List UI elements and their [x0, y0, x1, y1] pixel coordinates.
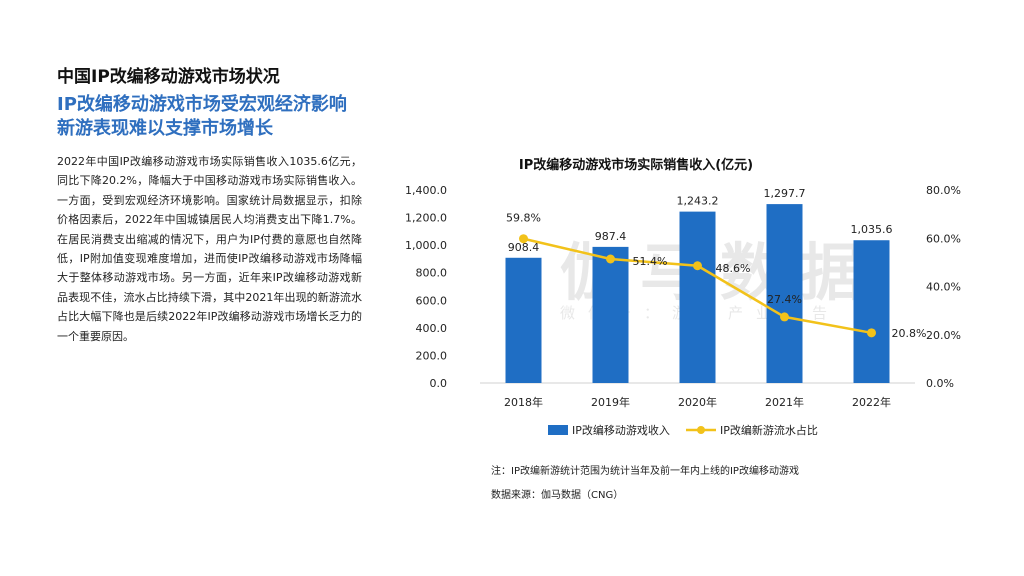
bar: [505, 257, 542, 383]
x-axis-category-label: 2022年: [852, 395, 891, 409]
bar: [592, 246, 629, 383]
bar: [679, 211, 716, 383]
line-value-label: 59.8%: [506, 212, 541, 225]
x-axis-category-label: 2018年: [504, 395, 543, 409]
left-axis-tick-label: 1,000.0: [405, 239, 447, 252]
chart: IP改编移动游戏市场实际销售收入(亿元) 0.0 200.0 400.0 600.0 80…: [405, 157, 961, 437]
bar: [766, 204, 803, 383]
left-axis-tick-label: 0.0: [430, 377, 448, 390]
subtitle-line-2: 新游表现难以支撑市场增长: [57, 118, 273, 139]
legend-bar-swatch: [548, 425, 568, 435]
x-axis-category-label: 2020年: [678, 395, 717, 409]
bar-value-label: 1,297.7: [764, 187, 806, 200]
line-value-label: 27.4%: [767, 293, 802, 306]
left-axis-tick-label: 200.0: [416, 349, 448, 362]
chart-title: IP改编移动游戏市场实际销售收入(亿元): [519, 157, 753, 173]
legend-line-marker: [697, 426, 705, 434]
legend-line-label: IP改编新游流水占比: [720, 423, 818, 437]
body-paragraph: 2022年中国IP改编移动游戏市场实际销售收入1035.6亿元，同比下降20.2…: [57, 155, 362, 343]
left-axis-tick-label: 1,400.0: [405, 184, 447, 197]
line-point: [519, 234, 528, 244]
subtitle-line-1: IP改编移动游戏市场受宏观经济影响: [57, 94, 347, 115]
line-point: [693, 261, 702, 271]
right-axis-tick-label: 40.0%: [926, 281, 961, 294]
line-value-label: 20.8%: [892, 327, 927, 340]
right-axis-tick-label: 0.0%: [926, 377, 954, 390]
left-axis-tick-label: 800.0: [416, 267, 448, 280]
line-point: [867, 328, 876, 338]
right-axis-tick-label: 80.0%: [926, 184, 961, 197]
line-point: [606, 254, 615, 264]
line-value-label: 51.4%: [633, 255, 668, 268]
right-axis-tick-label: 20.0%: [926, 329, 961, 342]
x-axis-category-label: 2019年: [591, 395, 630, 409]
x-axis-category-label: 2021年: [765, 395, 804, 409]
left-axis-tick-label: 600.0: [416, 294, 448, 307]
subtitle: IP改编移动游戏市场受宏观经济影响 新游表现难以支撑市场增长: [57, 93, 397, 141]
bar: [853, 240, 890, 383]
line-value-label: 48.6%: [716, 262, 751, 275]
line-point: [780, 312, 789, 322]
data-source: 数据来源：伽马数据（CNG）: [491, 490, 624, 501]
bar-value-label: 1,243.2: [677, 195, 719, 208]
bar-value-label: 987.4: [595, 230, 627, 243]
left-axis-tick-label: 1,200.0: [405, 212, 447, 225]
left-axis-tick-label: 400.0: [416, 322, 448, 335]
bar-value-label: 908.4: [508, 241, 540, 254]
right-axis-tick-label: 60.0%: [926, 232, 961, 245]
bar-value-label: 1,035.6: [851, 223, 893, 236]
page-title: 中国IP改编移动游戏市场状况: [57, 67, 280, 87]
legend-bar-label: IP改编移动游戏收入: [572, 423, 670, 437]
footnote: 注：IP改编新游统计范围为统计当年及前一年内上线的IP改编移动游戏: [491, 466, 799, 477]
